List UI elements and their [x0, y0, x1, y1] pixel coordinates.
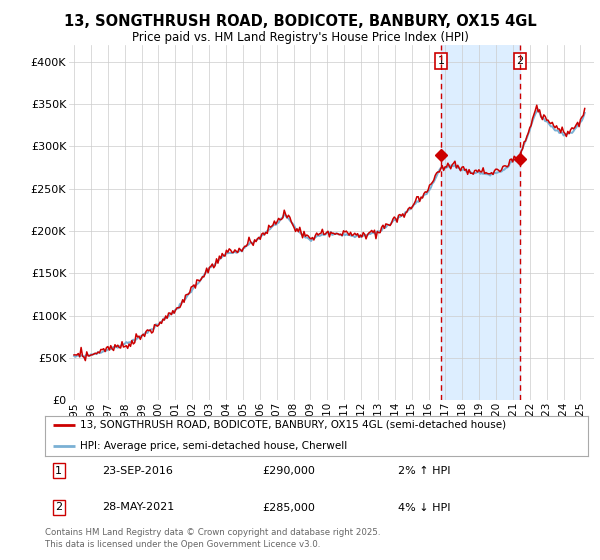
- Text: 1: 1: [437, 56, 445, 66]
- Text: HPI: Average price, semi-detached house, Cherwell: HPI: Average price, semi-detached house,…: [80, 441, 347, 451]
- Bar: [441, 45, 520, 400]
- Text: Contains HM Land Registry data © Crown copyright and database right 2025.: Contains HM Land Registry data © Crown c…: [45, 528, 380, 536]
- Text: 2% ↑ HPI: 2% ↑ HPI: [398, 466, 451, 476]
- Text: £290,000: £290,000: [262, 466, 315, 476]
- Text: 4% ↓ HPI: 4% ↓ HPI: [398, 502, 451, 512]
- Text: 13, SONGTHRUSH ROAD, BODICOTE, BANBURY, OX15 4GL (semi-detached house): 13, SONGTHRUSH ROAD, BODICOTE, BANBURY, …: [80, 420, 506, 430]
- Text: 23-SEP-2016: 23-SEP-2016: [102, 466, 173, 476]
- Text: 2: 2: [55, 502, 62, 512]
- Text: 1: 1: [55, 466, 62, 476]
- Text: 28-MAY-2021: 28-MAY-2021: [102, 502, 174, 512]
- Text: Price paid vs. HM Land Registry's House Price Index (HPI): Price paid vs. HM Land Registry's House …: [131, 31, 469, 44]
- Text: 2: 2: [517, 56, 523, 66]
- Text: This data is licensed under the Open Government Licence v3.0.: This data is licensed under the Open Gov…: [45, 540, 320, 549]
- Text: £285,000: £285,000: [262, 502, 315, 512]
- Text: 13, SONGTHRUSH ROAD, BODICOTE, BANBURY, OX15 4GL: 13, SONGTHRUSH ROAD, BODICOTE, BANBURY, …: [64, 14, 536, 29]
